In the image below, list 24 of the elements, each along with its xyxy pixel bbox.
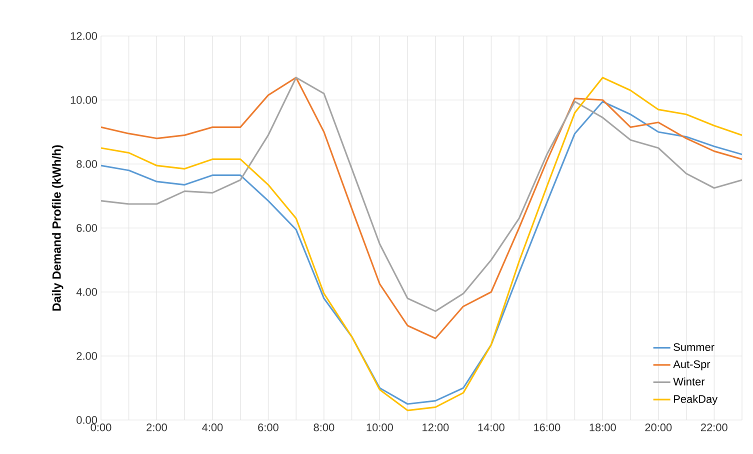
x-tick-label: 8:00	[314, 424, 334, 432]
x-tick-label: 2:00	[146, 424, 167, 432]
y-tick-label: 6.00	[76, 224, 98, 232]
legend-label: Aut-Spr	[673, 360, 710, 370]
x-tick-label: 18:00	[590, 424, 616, 432]
x-tick-label: 20:00	[645, 424, 672, 432]
y-tick-label: 10.00	[70, 96, 98, 104]
y-tick-label: 8.00	[76, 160, 98, 168]
x-tick-label: 12:00	[422, 424, 449, 432]
y-tick-label: 2.00	[76, 352, 98, 360]
x-tick-label: 10:00	[366, 424, 393, 432]
x-tick-label: 0:00	[90, 424, 112, 432]
legend-label: Winter	[673, 377, 705, 386]
y-axis-title: Daily Demand Profile (kWh/h)	[52, 145, 64, 311]
legend-label: Summer	[674, 343, 714, 351]
y-tick-label: 0.00	[76, 416, 98, 424]
y-tick-label: 12.00	[70, 32, 98, 40]
x-tick-label: 22:00	[700, 424, 728, 432]
x-tick-label: 4:00	[202, 424, 223, 432]
x-tick-label: 16:00	[534, 424, 560, 432]
x-tick-label: 14:00	[478, 424, 504, 432]
y-tick-label: 4.00	[76, 288, 98, 296]
legend-label: PeakDay	[674, 394, 718, 406]
x-tick-label: 6:00	[258, 424, 278, 432]
